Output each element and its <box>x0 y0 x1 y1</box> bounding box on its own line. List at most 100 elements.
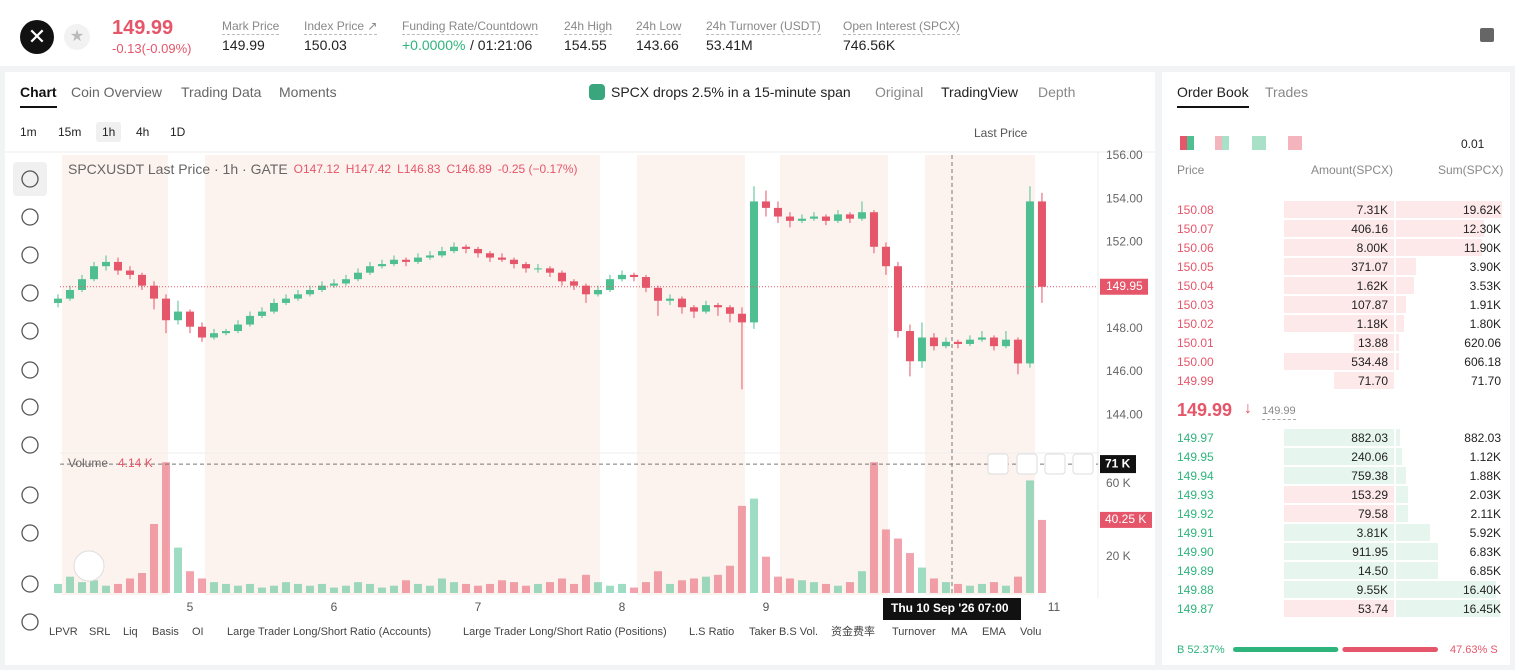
candle-body <box>965 339 974 344</box>
volume-bar <box>569 583 578 593</box>
indicator-tab[interactable]: Basis <box>152 626 179 638</box>
indicator-tab[interactable]: Liq <box>123 626 138 638</box>
row-amount: 759.38 <box>1351 469 1388 483</box>
candle-body <box>53 298 62 303</box>
indicator-tab[interactable]: Turnover <box>892 626 936 638</box>
sum-bar <box>1396 600 1500 617</box>
amount-bar <box>1284 486 1394 503</box>
buy-ratio-bar <box>1233 647 1339 652</box>
legend-low: L146.83 <box>397 162 441 176</box>
candle-body <box>641 277 650 288</box>
candle-body <box>293 294 302 299</box>
candle-body <box>269 302 278 312</box>
layout-button[interactable] <box>1180 136 1194 150</box>
candle-body <box>569 281 578 286</box>
candle-body <box>1001 339 1010 347</box>
view-tab[interactable]: Depth <box>1038 84 1076 100</box>
candle-body <box>125 270 134 275</box>
indicator-tab[interactable]: L.S Ratio <box>689 626 735 638</box>
session-band <box>62 155 168 595</box>
volume-tick-label: 20 K <box>1106 549 1131 563</box>
indicator-tab[interactable]: 资金费率 <box>831 626 875 638</box>
timeframe-button[interactable]: 1m <box>20 125 37 139</box>
volume-bar <box>785 578 794 593</box>
legend-close: C146.89 <box>446 162 492 176</box>
amount-bar <box>1284 353 1394 370</box>
price-type-button[interactable]: Last Price <box>974 126 1028 140</box>
news-tab[interactable]: SPCX drops 2.5% in a 15-minute span <box>611 84 851 100</box>
chart-tab[interactable]: Moments <box>279 84 337 100</box>
indicator-tab[interactable]: Taker B.S Vol. <box>749 626 819 638</box>
trades-tab[interactable]: Trades <box>1265 84 1309 100</box>
sum-bar <box>1396 296 1406 313</box>
volume-bar <box>125 578 134 593</box>
view-tab[interactable]: Original <box>875 84 924 100</box>
row-price: 149.95 <box>1177 450 1214 464</box>
volume-bar <box>341 585 350 593</box>
change: -0.13(-0.09%) <box>112 41 192 56</box>
candle-body <box>797 218 806 221</box>
x-tick-label: 5 <box>187 600 194 614</box>
candle-body <box>245 315 254 325</box>
volume-bar <box>113 583 122 593</box>
candle-body <box>1025 201 1034 364</box>
volume-bar <box>401 580 410 593</box>
volume-bar <box>557 578 566 593</box>
candle-body <box>917 337 926 362</box>
chart-tab[interactable]: Trading Data <box>181 84 262 100</box>
row-sum: 12.30K <box>1462 222 1501 236</box>
volume-bar <box>53 583 62 593</box>
indicator-tab[interactable]: Large Trader Long/Short Ratio (Accounts) <box>227 626 432 638</box>
timeframe-button[interactable]: 1h <box>96 122 122 142</box>
candle-body <box>1037 201 1046 287</box>
chart-tab[interactable]: Coin Overview <box>71 84 163 100</box>
chart-tab[interactable]: Chart <box>20 84 57 108</box>
current-volume-label: 40.25 K <box>1105 512 1146 526</box>
layout-button[interactable] <box>1288 136 1302 150</box>
timeframe-button[interactable]: 15m <box>58 125 82 139</box>
indicator-tab[interactable]: MA <box>951 626 968 638</box>
tool-icon <box>21 208 39 226</box>
candle-body <box>353 272 362 280</box>
indicator-tab[interactable]: LPVR <box>49 626 78 638</box>
amount-bar <box>1284 524 1394 541</box>
candle-body <box>485 253 494 258</box>
row-amount: 882.03 <box>1351 431 1388 445</box>
row-amount: 1.62K <box>1356 279 1388 293</box>
timeframe-button[interactable]: 1D <box>170 125 186 139</box>
tool-icon <box>21 246 39 264</box>
stat-label: Open Interest (SPCX) <box>843 19 960 35</box>
row-amount: 79.58 <box>1357 507 1388 521</box>
volume-bar <box>641 582 650 593</box>
x-tick-label: 9 <box>763 600 770 614</box>
indicator-tab[interactable]: Large Trader Long/Short Ratio (Positions… <box>463 626 667 638</box>
volume-bar <box>197 578 206 593</box>
sum-bar <box>1396 239 1482 256</box>
row-sum: 1.91K <box>1469 298 1501 312</box>
amount-bar <box>1334 372 1394 389</box>
layout-button[interactable] <box>1215 136 1229 150</box>
precision-button[interactable]: 0.01 <box>1461 137 1485 151</box>
candle-body <box>77 279 86 290</box>
indicator-tab[interactable]: OI <box>192 626 204 638</box>
candle-body <box>401 259 410 262</box>
timeframe-button[interactable]: 4h <box>136 125 150 139</box>
stat-label: Mark Price <box>222 19 280 35</box>
amount-bar <box>1284 429 1394 446</box>
amount-bar <box>1284 505 1394 522</box>
view-tab[interactable]: TradingView <box>941 84 1019 100</box>
indicator-tab[interactable]: SRL <box>89 626 111 638</box>
candle-body <box>761 201 770 208</box>
volume-bar <box>257 587 266 593</box>
amount-bar <box>1284 258 1394 275</box>
row-amount: 53.74 <box>1357 602 1388 616</box>
crosshair-level-label: 71 K <box>1105 456 1131 470</box>
layout-button[interactable] <box>1252 136 1266 150</box>
amount-bar <box>1284 277 1394 294</box>
indicator-tab[interactable]: Volu <box>1020 626 1042 638</box>
menu-icon[interactable] <box>1480 28 1494 42</box>
order-book-tab[interactable]: Order Book <box>1177 84 1249 108</box>
indicator-tab[interactable]: EMA <box>982 626 1006 638</box>
row-sum: 1.88K <box>1469 469 1501 483</box>
favorite[interactable]: ★ <box>64 24 90 50</box>
